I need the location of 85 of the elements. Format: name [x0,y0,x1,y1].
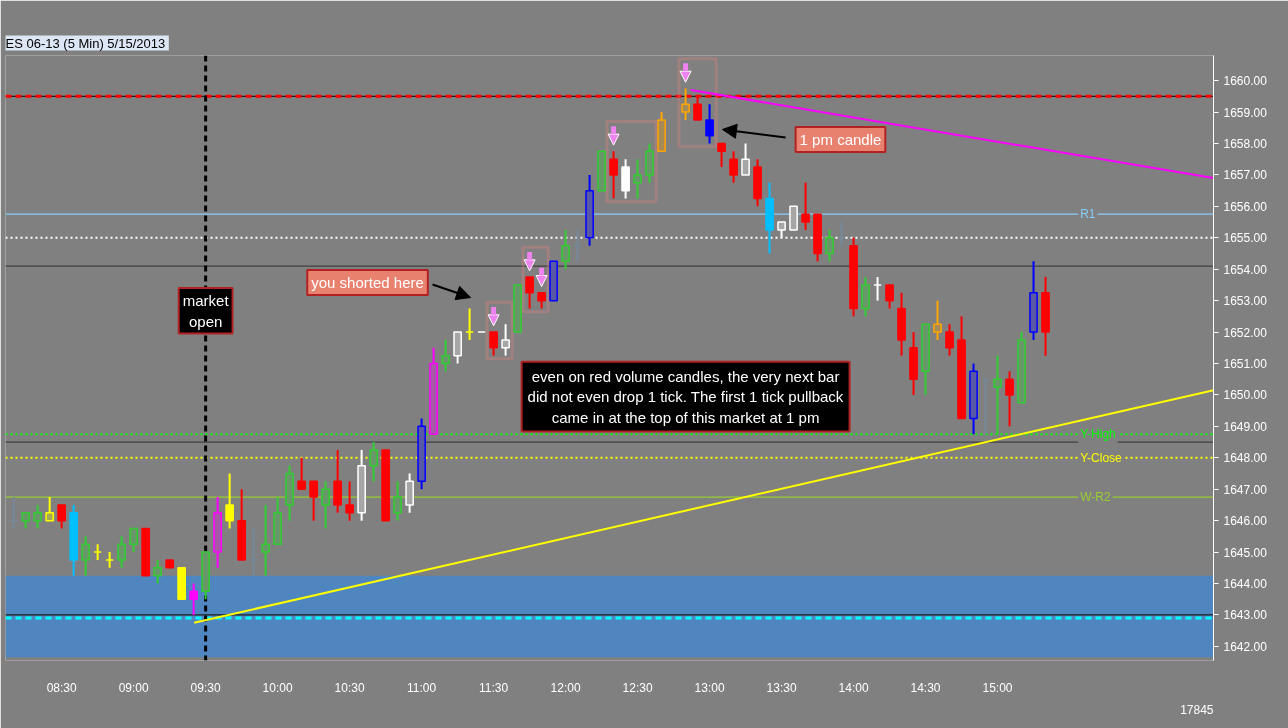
candlestick [993,354,1002,436]
y-tick-label: 1643.00 [1223,608,1268,623]
annotation: 1 pm candle [799,130,882,148]
x-tick-label: 09:00 [118,680,149,695]
candlestick [153,558,162,585]
candlestick [681,87,690,121]
candlestick [609,150,618,200]
y-tick-label: 1655.00 [1223,231,1268,246]
text: 17845 [1180,702,1214,717]
candlestick [933,299,942,341]
candlestick [225,472,234,530]
y-tick-label: 1653.00 [1223,294,1268,309]
candlestick [333,448,342,514]
ref-line-label: R1 [1080,207,1096,222]
candlestick [369,441,378,483]
y-tick-label: 1657.00 [1223,168,1268,183]
candlestick [885,283,894,310]
candlestick [117,535,126,569]
y-tick-label: 1658.00 [1223,137,1268,151]
candlestick [309,480,318,522]
ref-line-label: Y-High [1080,427,1116,442]
y-tick-label: 1645.00 [1223,545,1268,560]
annotation: even on red volume candles, the very next bar did not even drop 1 tick. The first 1 tick pullback came in at the top of this market at 1 pm [527,367,844,426]
candlestick [633,158,642,200]
ref-line-label: market open [182,292,230,330]
x-tick-label: 11:00 [407,680,437,695]
candlestick [261,503,270,577]
x-tick-label: 12:00 [550,680,581,695]
x-tick-label: 08:30 [46,680,77,695]
candlestick [81,535,90,577]
candlestick [945,323,954,357]
candlestick [561,228,570,271]
x-tick-label: 11:30 [479,680,509,695]
candlestick [189,582,198,616]
candlestick [405,472,414,514]
candlestick [645,142,654,184]
x-tick-label: 14:30 [910,680,941,695]
y-tick-label: 1648.00 [1223,451,1268,466]
candlestick [861,276,870,318]
x-tick-label: 09:30 [190,680,221,695]
y-tick-label: 1647.00 [1223,482,1268,497]
y-tick-label: 1646.00 [1223,514,1268,529]
x-tick-label: 14:00 [838,680,869,695]
candlestick [33,503,42,530]
candlestick [453,331,462,365]
candlestick [441,338,450,373]
y-tick-label: 1656.00 [1223,199,1268,214]
x-tick-label: 15:00 [982,680,1013,695]
x-tick-label: 10:30 [334,680,365,695]
candlestick [321,480,330,530]
y-tick-label: 1659.00 [1223,105,1268,120]
y-tick-label: 1654.00 [1223,262,1268,277]
candlestick [729,150,738,184]
candlestick [345,480,354,522]
candlestick [717,142,726,169]
chart-title: ES 06-13 (5 Min) 5/15/2013 [5,35,166,51]
y-tick-label: 1660.00 [1223,74,1268,89]
candlestick [393,480,402,522]
candlestick [297,456,306,491]
candlestick [489,331,498,357]
y-tick-label: 1642.00 [1223,639,1268,654]
y-tick-label: 1649.00 [1223,419,1268,434]
candlestick [789,205,798,231]
y-tick-label: 1651.00 [1223,357,1268,371]
candlestick [801,181,810,231]
ref-line-label: Y-Close [1080,450,1123,465]
candlestick [57,503,66,530]
candlestick [129,527,138,554]
candlestick [825,228,834,263]
candlestick [621,158,630,200]
y-tick-label: 1652.00 [1223,325,1268,340]
x-tick-label: 13:00 [694,680,725,695]
y-tick-label: 1650.00 [1223,388,1268,403]
candlestick [1005,370,1014,428]
x-tick-label: 10:00 [262,680,293,695]
candlestick [741,142,750,176]
annotation: you shorted here [311,274,424,291]
candlestick [45,496,55,522]
candlestick [501,323,510,357]
x-tick-label: 12:30 [622,680,653,695]
y-tick-label: 1644.00 [1223,577,1268,591]
candlestick [705,103,714,145]
x-tick-label: 13:30 [766,680,797,695]
candlestick [525,276,534,310]
ref-line-label: W-R2 [1080,490,1111,505]
